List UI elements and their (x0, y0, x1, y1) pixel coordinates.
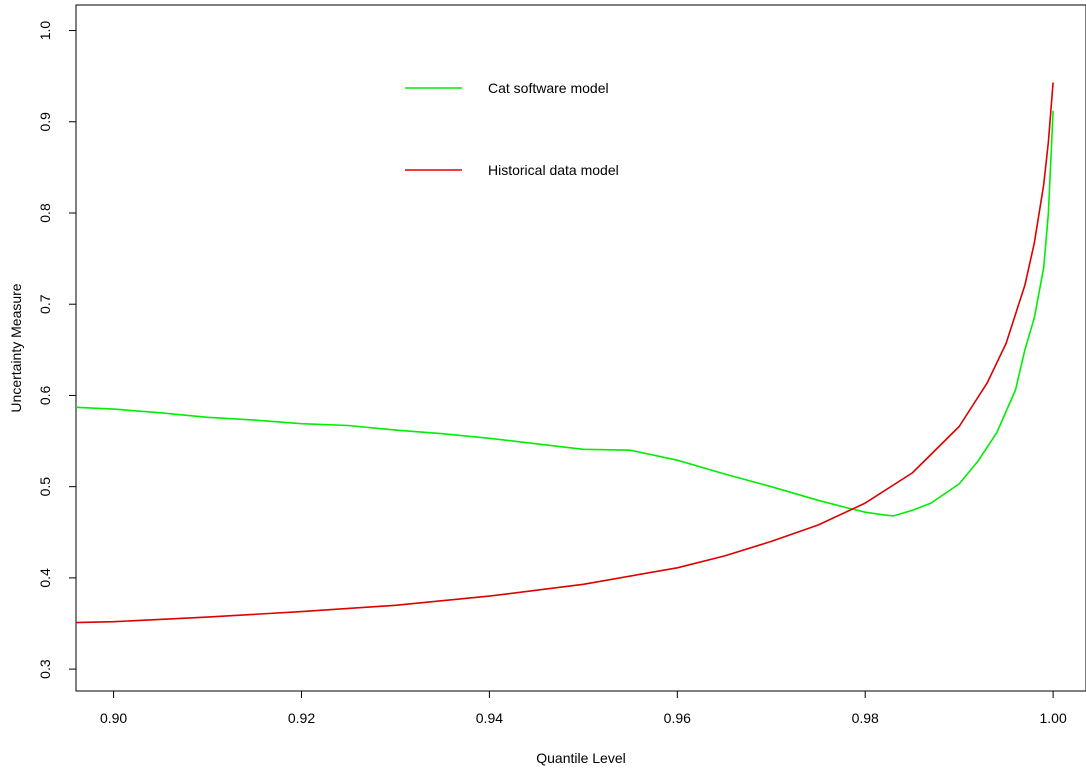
x-tick-label: 0.90 (100, 710, 127, 726)
series-line-cat-software (75, 110, 1054, 517)
y-axis-label: Uncertainty Measure (8, 283, 24, 412)
x-axis: 0.90 0.92 0.94 0.96 0.98 1.00 (100, 691, 1067, 726)
y-tick-label: 0.4 (37, 568, 53, 588)
x-tick-label: 0.98 (852, 710, 879, 726)
series-line-historical (75, 82, 1054, 624)
x-tick-label: 0.94 (476, 710, 503, 726)
x-tick-label: 0.92 (288, 710, 315, 726)
y-tick-label: 0.3 (37, 659, 53, 679)
y-tick-label: 0.8 (37, 203, 53, 223)
x-tick-label: 0.96 (664, 710, 691, 726)
y-tick-label: 0.6 (37, 385, 53, 405)
y-tick-label: 1.0 (37, 21, 53, 41)
y-axis: 0.3 0.4 0.5 0.6 0.7 0.8 0.9 1.0 (37, 21, 76, 679)
y-tick-label: 0.5 (37, 477, 53, 497)
x-tick-label: 1.00 (1039, 710, 1066, 726)
legend-label-cat-software: Cat software model (488, 80, 609, 96)
plot-frame (75, 4, 1086, 692)
series-layer (75, 82, 1054, 624)
y-tick-label: 0.9 (37, 112, 53, 132)
legend: Cat software model Historical data model (405, 80, 619, 178)
x-axis-label: Quantile Level (536, 750, 626, 766)
y-tick-label: 0.7 (37, 294, 53, 314)
legend-label-historical: Historical data model (488, 162, 619, 178)
